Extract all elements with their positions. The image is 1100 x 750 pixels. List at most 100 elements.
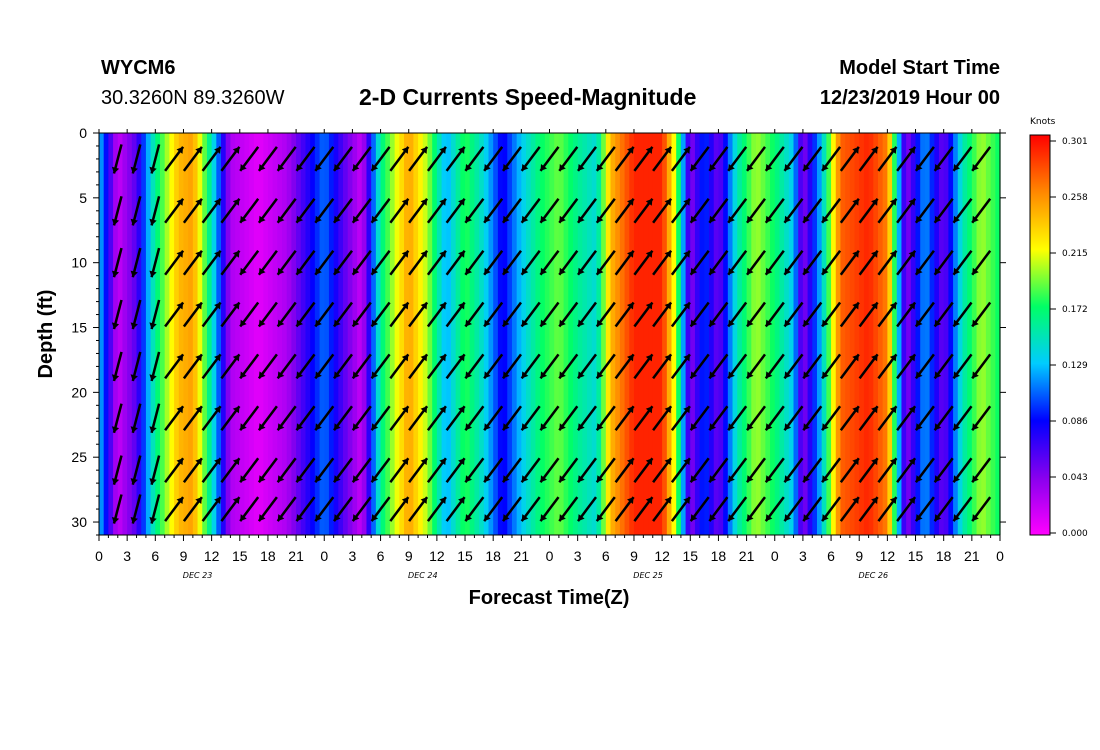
current-arrow bbox=[408, 301, 429, 328]
heatmap-cell bbox=[760, 133, 766, 535]
current-arrow bbox=[877, 457, 898, 483]
current-arrow bbox=[821, 146, 842, 172]
current-arrow bbox=[257, 353, 278, 380]
heatmap-cell bbox=[145, 133, 152, 535]
current-arrow bbox=[276, 353, 297, 380]
heatmap-cell bbox=[746, 133, 752, 535]
heatmap-cell bbox=[601, 133, 607, 535]
heatmap-cell bbox=[615, 133, 621, 535]
current-arrow bbox=[614, 353, 635, 380]
current-arrow bbox=[877, 405, 898, 432]
current-arrow bbox=[689, 353, 710, 380]
current-arrow bbox=[257, 146, 278, 172]
heatmap-cell bbox=[624, 133, 630, 535]
current-arrow bbox=[445, 146, 466, 172]
heatmap-cell bbox=[690, 133, 696, 535]
heatmap-cell bbox=[685, 133, 691, 535]
heatmap-cell bbox=[845, 133, 851, 535]
heatmap-cell bbox=[648, 133, 654, 535]
current-arrow bbox=[783, 353, 804, 380]
heatmap-cell bbox=[328, 133, 335, 535]
y-tick-label: 0 bbox=[79, 125, 87, 141]
current-arrow bbox=[201, 457, 222, 483]
current-arrow bbox=[558, 249, 579, 276]
y-tick-label: 30 bbox=[71, 514, 87, 530]
current-arrow bbox=[445, 496, 466, 522]
current-arrow bbox=[670, 457, 691, 483]
heatmap-cell bbox=[967, 133, 973, 535]
current-arrow bbox=[558, 146, 579, 172]
current-arrow bbox=[745, 249, 767, 276]
current-arrow bbox=[783, 198, 804, 224]
heatmap-cell bbox=[619, 133, 626, 535]
colorbar-label: 0.086 bbox=[1062, 417, 1088, 427]
current-arrow bbox=[130, 455, 142, 486]
model-start-value: 12/23/2019 Hour 00 bbox=[819, 87, 1000, 109]
heatmap-cell bbox=[338, 133, 344, 535]
heatmap-cell bbox=[211, 133, 217, 535]
heatmap-cell bbox=[901, 133, 907, 535]
heatmap-cell bbox=[934, 133, 940, 535]
heatmap-cells bbox=[99, 133, 1001, 535]
heatmap-cell bbox=[582, 133, 588, 535]
current-arrow bbox=[539, 301, 560, 328]
current-arrow bbox=[149, 494, 161, 524]
current-arrow bbox=[746, 198, 766, 224]
current-arrow bbox=[520, 496, 541, 522]
current-arrow bbox=[595, 496, 616, 522]
current-arrow bbox=[314, 146, 335, 172]
heatmap-cell bbox=[502, 133, 508, 535]
heatmap-cell bbox=[985, 133, 992, 535]
current-arrow bbox=[111, 351, 123, 382]
current-arrow bbox=[408, 198, 429, 224]
current-arrow bbox=[201, 353, 222, 380]
heatmap-cell bbox=[441, 133, 447, 535]
heatmap-cell bbox=[915, 133, 921, 535]
heatmap-cell bbox=[277, 133, 283, 535]
current-arrow bbox=[520, 405, 541, 432]
current-arrow bbox=[111, 195, 123, 226]
current-arrow bbox=[426, 198, 447, 224]
heatmap-cell bbox=[709, 133, 715, 535]
heatmap-cell bbox=[375, 133, 382, 535]
x-tick-label: 18 bbox=[711, 548, 727, 564]
current-arrow bbox=[727, 353, 748, 380]
heatmap-cell bbox=[868, 133, 874, 535]
heatmap-cell bbox=[291, 133, 297, 535]
heatmap-cell bbox=[113, 133, 119, 535]
current-arrow bbox=[858, 249, 879, 276]
current-arrow bbox=[483, 405, 504, 432]
current-arrow bbox=[877, 353, 898, 380]
heatmap-cell bbox=[488, 133, 494, 535]
current-arrow bbox=[201, 249, 222, 276]
x-tick-label: 0 bbox=[771, 548, 779, 564]
current-arrow bbox=[708, 249, 729, 276]
current-arrow bbox=[220, 301, 241, 328]
current-arrow bbox=[539, 249, 560, 276]
current-arrow bbox=[333, 405, 353, 432]
current-arrow bbox=[164, 198, 185, 224]
current-arrow bbox=[389, 457, 410, 483]
heatmap-cell bbox=[155, 133, 161, 535]
heatmap-cell bbox=[976, 133, 982, 535]
current-arrow bbox=[464, 457, 485, 483]
heatmap-cell bbox=[774, 133, 781, 535]
current-arrow bbox=[633, 146, 654, 172]
current-arrow bbox=[633, 457, 654, 483]
y-tick-label: 20 bbox=[71, 384, 87, 400]
heatmap-cell bbox=[432, 133, 438, 535]
current-arrow bbox=[896, 301, 917, 328]
heatmap-cell bbox=[713, 133, 720, 535]
heatmap-cell bbox=[127, 133, 133, 535]
heatmap-cell bbox=[544, 133, 551, 535]
current-arrow bbox=[257, 249, 278, 276]
current-arrow bbox=[370, 405, 391, 432]
current-arrow bbox=[933, 405, 954, 432]
current-arrow bbox=[276, 249, 297, 276]
current-arrow bbox=[464, 146, 485, 172]
current-arrow bbox=[276, 146, 297, 172]
current-arrow bbox=[839, 198, 860, 224]
current-arrow bbox=[689, 198, 710, 224]
current-arrow bbox=[370, 146, 391, 172]
